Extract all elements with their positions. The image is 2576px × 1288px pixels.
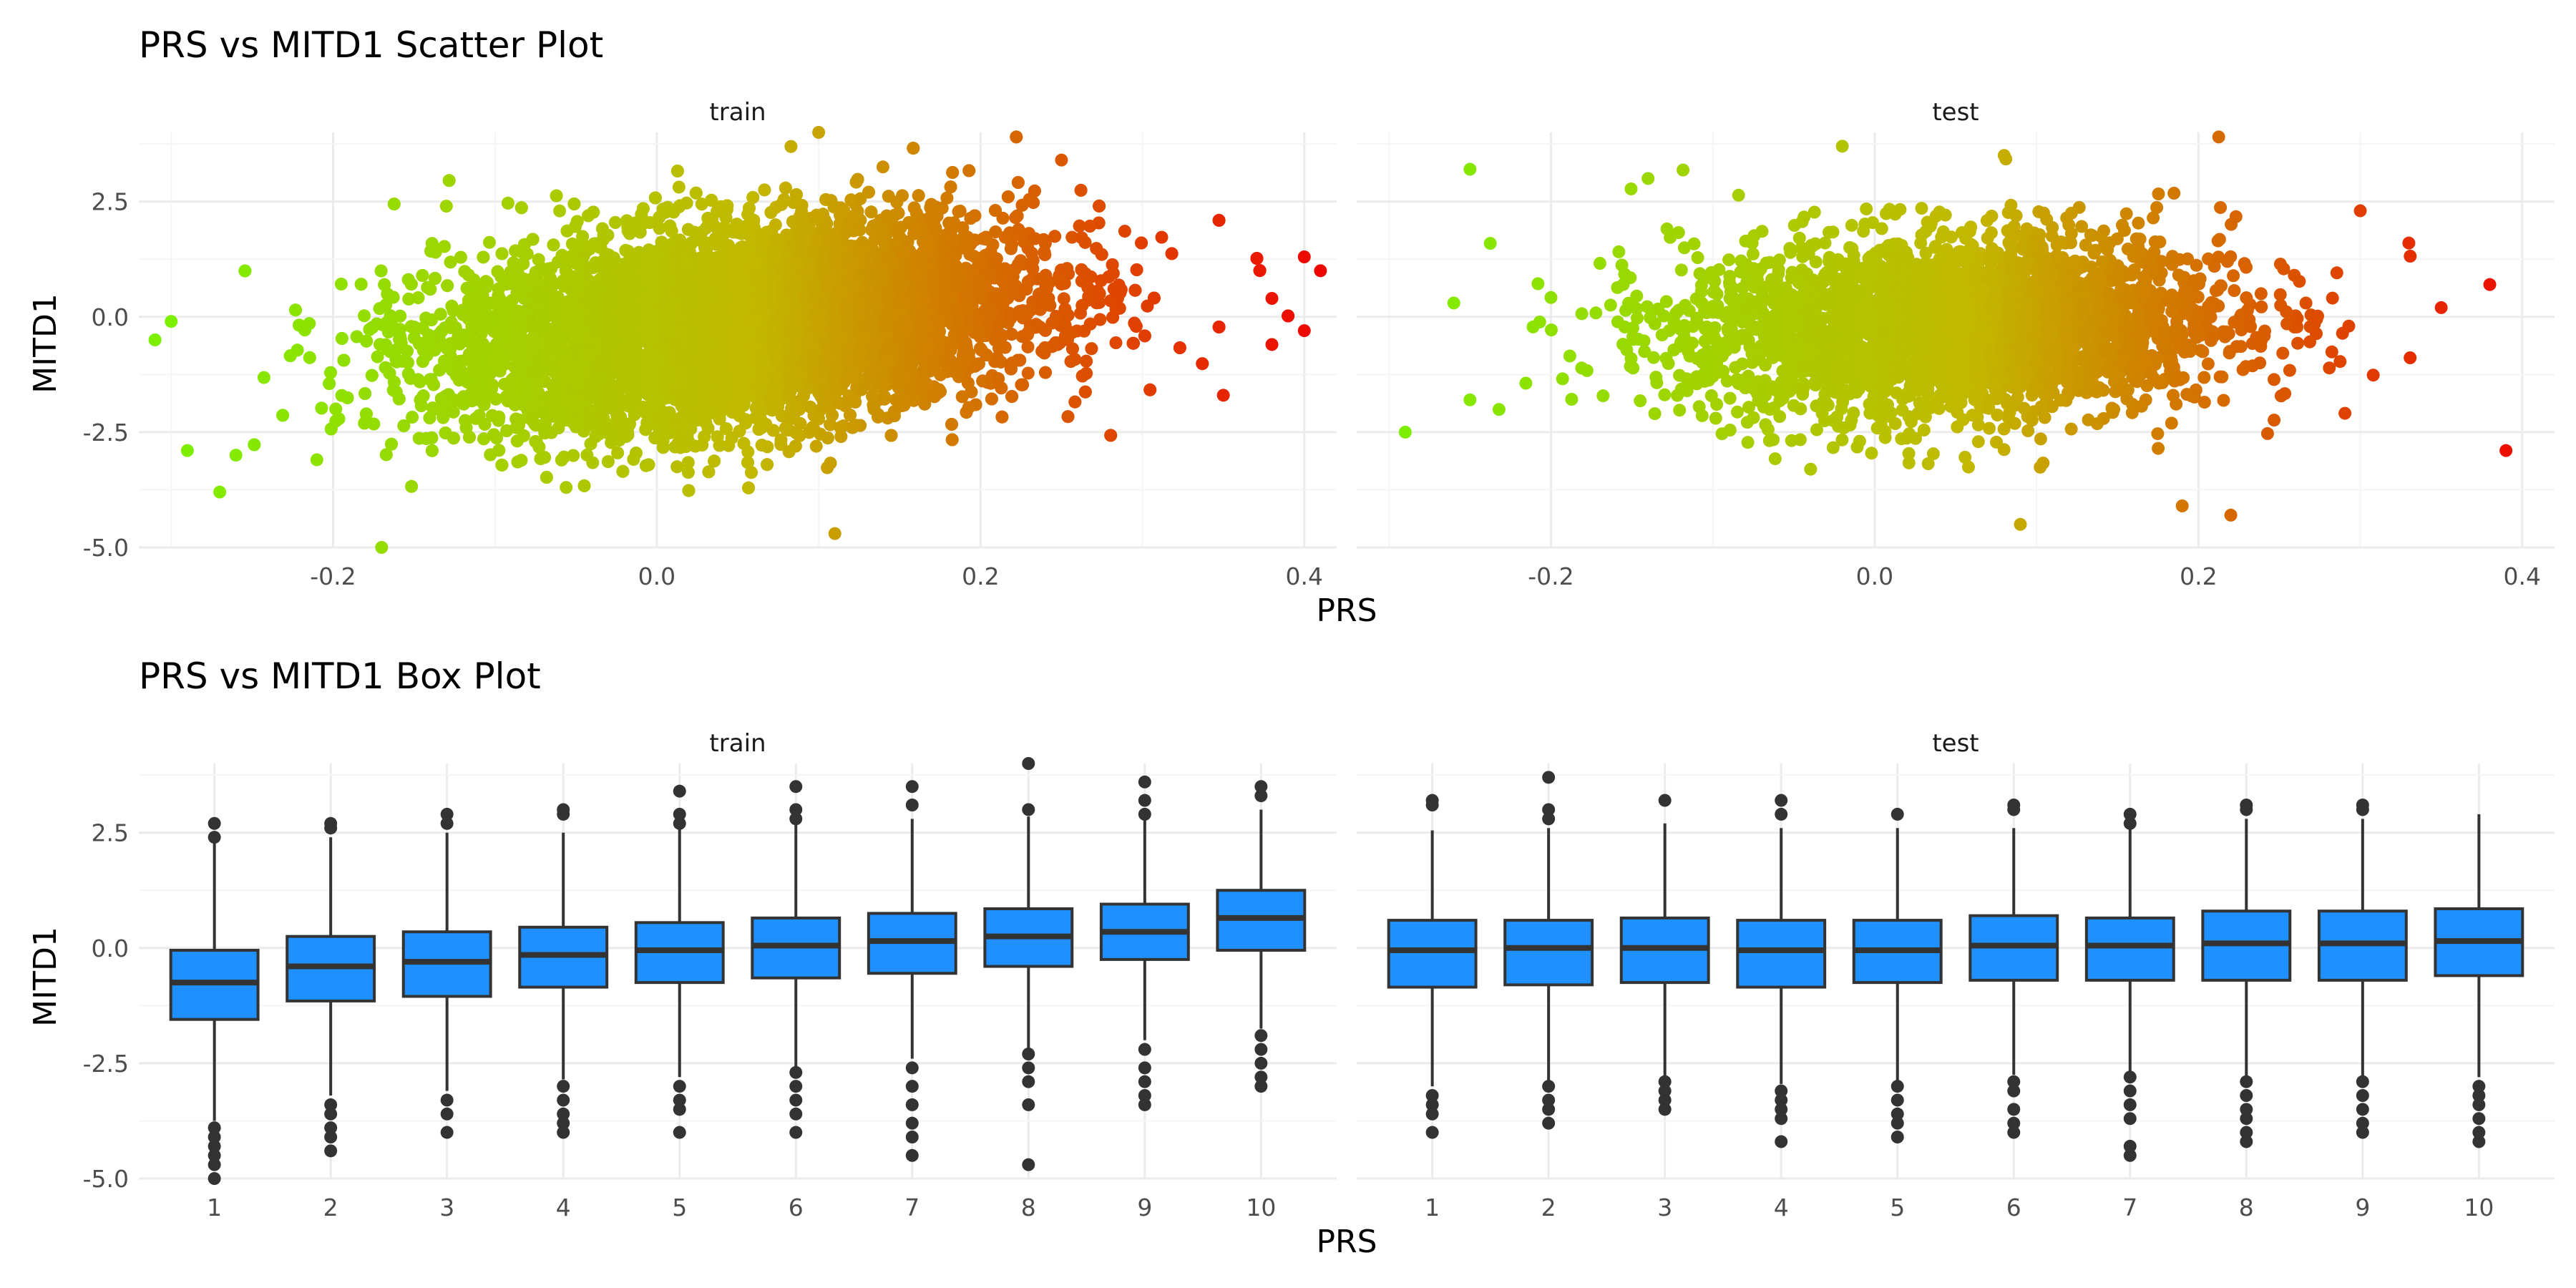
scatter-point xyxy=(334,278,348,291)
scatter-point xyxy=(560,481,573,494)
scatter-point xyxy=(1065,230,1079,244)
scatter-title: PRS vs MITD1 Scatter Plot xyxy=(139,24,603,66)
scatter-point xyxy=(371,350,384,364)
scatter-point xyxy=(406,411,419,424)
x-tick-label: 0.0 xyxy=(638,562,675,590)
scatter-point xyxy=(1021,366,1035,380)
scatter-point xyxy=(876,160,889,174)
scatter-panel-train: -0.2 0.0 0.2 0.4 -5.0 -2.5 0.0 2.5 xyxy=(83,126,1337,590)
y-tick-label: -5.0 xyxy=(83,534,129,562)
scatter-chart: PRS vs MITD1 Scatter Plot train test -0.… xyxy=(27,24,2555,629)
x-tick-label: 0.4 xyxy=(1286,562,1323,590)
scatter-point xyxy=(257,371,270,384)
y-tick-label: 0.0 xyxy=(92,303,129,331)
scatter-point xyxy=(367,417,381,431)
scatter-point xyxy=(809,439,823,453)
x-tick-label: 0.2 xyxy=(962,562,999,590)
scatter-point xyxy=(672,180,686,194)
scatter-facet-label-train: train xyxy=(709,98,766,127)
scatter-point xyxy=(483,235,496,249)
scatter-point xyxy=(1057,292,1070,306)
scatter-points xyxy=(148,126,1327,554)
scatter-point xyxy=(586,456,600,469)
scatter-facet-label-test: test xyxy=(1932,98,1979,127)
y-tick-label: -2.5 xyxy=(83,419,129,447)
scatter-point xyxy=(1118,225,1131,238)
scatter-point xyxy=(358,309,371,323)
y-tick-label: 2.5 xyxy=(92,188,129,216)
scatter-point xyxy=(1155,230,1169,244)
x-tick-label: -0.2 xyxy=(310,562,356,590)
scatter-point xyxy=(553,204,567,218)
scatter-point xyxy=(1109,336,1123,349)
